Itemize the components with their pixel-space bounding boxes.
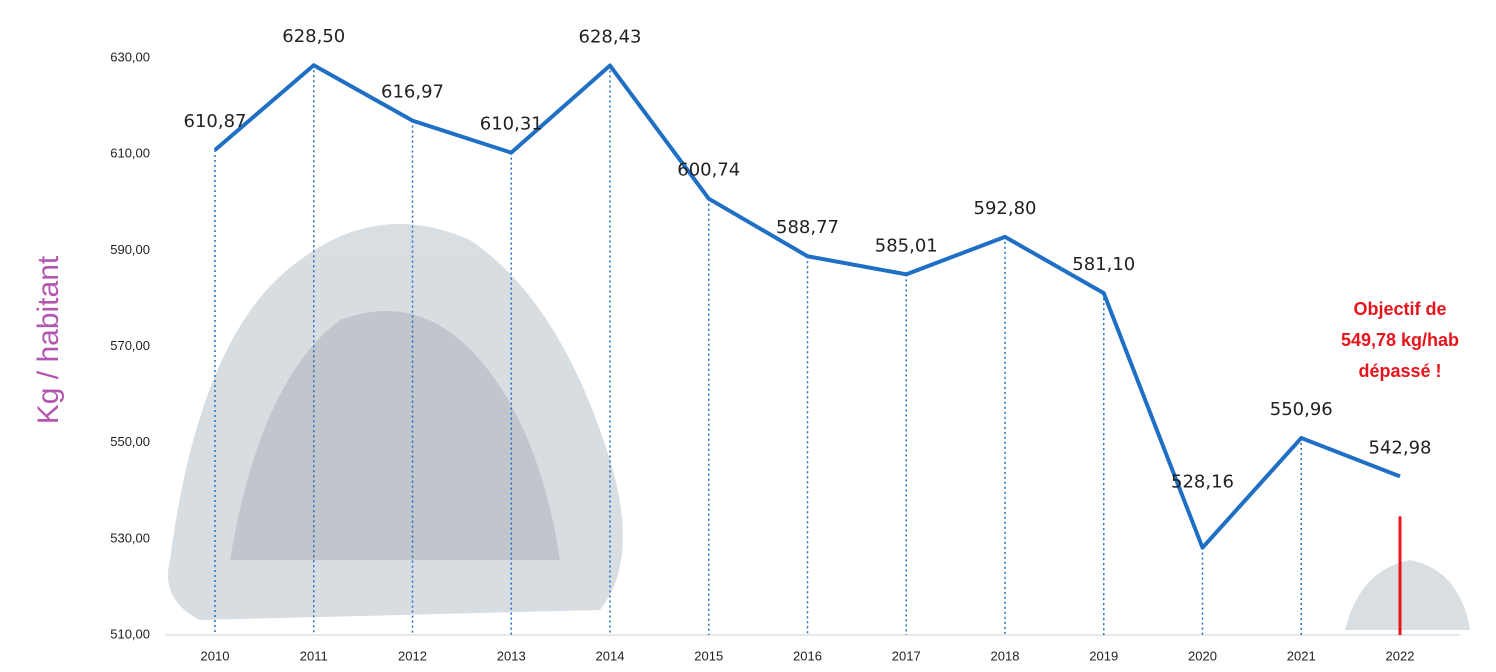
x-tick-label: 2020 [1188, 648, 1217, 663]
x-tick-label: 2010 [201, 648, 230, 663]
data-label: 542,98 [1369, 437, 1432, 458]
y-tick-label: 550,00 [110, 434, 150, 449]
data-label: 616,97 [381, 82, 444, 103]
y-tick-label: 590,00 [110, 242, 150, 257]
x-tick-label: 2022 [1386, 648, 1415, 663]
y-tick-label: 630,00 [110, 49, 150, 64]
data-label: 628,43 [579, 27, 642, 48]
y-tick-label: 610,00 [110, 146, 150, 161]
x-tick-label: 2021 [1287, 648, 1316, 663]
waste-pile [168, 224, 1470, 630]
data-label: 592,80 [974, 198, 1037, 219]
data-label: 600,74 [677, 160, 740, 181]
data-label: 528,16 [1171, 472, 1234, 493]
x-tick-label: 2011 [300, 648, 328, 663]
x-tick-label: 2018 [991, 648, 1020, 663]
x-tick-label: 2015 [694, 648, 723, 663]
data-label: 585,01 [875, 235, 938, 256]
data-label: 610,31 [480, 114, 543, 135]
y-tick-label: 570,00 [110, 338, 150, 353]
annotation: 549,78 kg/hab [1341, 330, 1459, 350]
annotation: dépassé ! [1358, 361, 1441, 381]
x-tick-label: 2012 [398, 648, 427, 663]
x-tick-label: 2013 [497, 648, 526, 663]
y-tick-label: 530,00 [110, 530, 150, 545]
x-tick-label: 2017 [892, 648, 921, 663]
x-tick-label: 2014 [596, 648, 625, 663]
data-label: 628,50 [282, 26, 345, 47]
data-label: 610,87 [184, 111, 247, 132]
data-label: 581,10 [1072, 254, 1135, 275]
x-tick-label: 2016 [793, 648, 822, 663]
x-tick-label: 2019 [1089, 648, 1118, 663]
y-axis-label: Kg / habitant [32, 255, 65, 424]
y-tick-label: 510,00 [110, 626, 150, 641]
data-label: 550,96 [1270, 399, 1333, 420]
data-label: 588,77 [776, 217, 839, 238]
annotation: Objectif de [1353, 299, 1446, 319]
line-series [213, 63, 1401, 550]
